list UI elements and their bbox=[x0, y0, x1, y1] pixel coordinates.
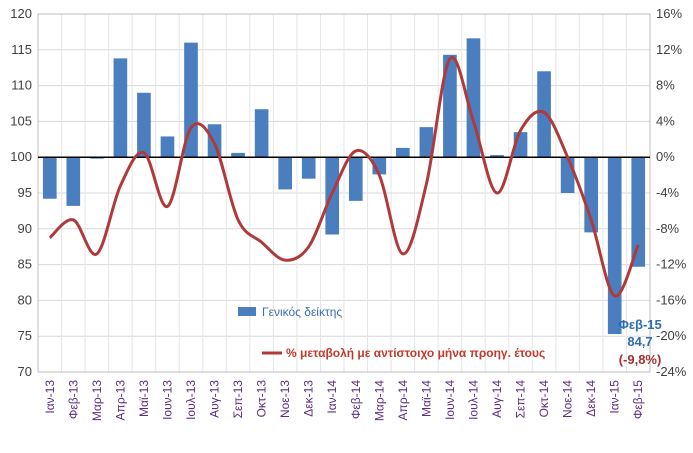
bar bbox=[443, 54, 457, 158]
y-right-tick-label: -24% bbox=[656, 364, 687, 379]
x-tick-label: Μαρ-13 bbox=[90, 380, 104, 421]
bar bbox=[301, 157, 316, 179]
x-tick-label: Ιουν-13 bbox=[160, 380, 174, 420]
bar bbox=[113, 58, 128, 158]
y-left-tick-label: 110 bbox=[11, 78, 32, 93]
x-tick-label: Φεβ-13 bbox=[66, 380, 80, 419]
x-tick-label: Φεβ-14 bbox=[349, 380, 363, 419]
bar bbox=[607, 157, 622, 335]
bar bbox=[42, 157, 57, 199]
bar bbox=[231, 152, 245, 158]
annotation-value: 84,7 bbox=[627, 334, 652, 349]
annotation-month: Φεβ-15 bbox=[618, 317, 662, 332]
bar bbox=[137, 92, 151, 158]
y-left-tick-label: 105 bbox=[10, 113, 32, 128]
bar bbox=[631, 157, 646, 267]
bar bbox=[278, 157, 292, 190]
y-right-tick-label: 4% bbox=[656, 113, 675, 128]
legend: Γενικός δείκτης % μεταβολή με αντίστοιχο… bbox=[238, 305, 545, 360]
bar-series bbox=[42, 38, 646, 335]
x-tick-label: Οκτ-13 bbox=[255, 380, 269, 418]
x-tick-label: Νοε-13 bbox=[278, 380, 292, 418]
y-left-tick-label: 70 bbox=[18, 364, 32, 379]
y-left-tick-label: 90 bbox=[18, 221, 32, 236]
annotation-change: (-9,8%) bbox=[619, 352, 662, 367]
x-tick-label: Δεκ-13 bbox=[302, 380, 316, 417]
x-tick-label: Ιαν-13 bbox=[43, 380, 57, 414]
gridlines bbox=[37, 13, 651, 373]
x-tick-label: Δεκ-14 bbox=[584, 380, 598, 417]
y-left-tick-label: 85 bbox=[18, 257, 32, 272]
bar bbox=[560, 157, 575, 193]
bar bbox=[66, 157, 81, 206]
x-tick-label: Ιουλ-14 bbox=[466, 380, 480, 420]
y-left-tick-label: 95 bbox=[18, 185, 32, 200]
y-right-tick-label: 8% bbox=[656, 78, 675, 93]
x-tick-label: Αυγ-13 bbox=[208, 380, 222, 418]
x-tick-label: Ιαν-15 bbox=[608, 380, 622, 414]
legend-bar-label: Γενικός δείκτης bbox=[262, 305, 342, 319]
y-right-tick-label: 16% bbox=[656, 6, 682, 21]
y-right-tick-label: 12% bbox=[656, 42, 682, 57]
bar bbox=[396, 147, 410, 158]
bar bbox=[348, 157, 363, 201]
x-tick-label: Ιουλ-13 bbox=[184, 380, 198, 420]
x-tick-label: Μαϊ-13 bbox=[137, 380, 151, 417]
legend-bar-swatch bbox=[238, 307, 256, 316]
line-series bbox=[48, 55, 640, 298]
x-tick-label: Νοε-14 bbox=[561, 380, 575, 418]
y-left-tick-label: 100 bbox=[10, 149, 32, 164]
y-left-tick-label: 115 bbox=[11, 42, 32, 57]
y-right-tick-label: 0% bbox=[656, 149, 675, 164]
y-right-tick-label: -4% bbox=[656, 185, 680, 200]
y-axis-left: 70 75 80 85 90 95 100 105 110 115 120 bbox=[10, 6, 32, 379]
y-right-tick-label: -20% bbox=[656, 328, 687, 343]
x-tick-label: Φεβ-15 bbox=[631, 380, 645, 419]
annotation: Φεβ-15 84,7 (-9,8%) bbox=[618, 317, 662, 367]
y-right-tick-label: -8% bbox=[656, 221, 680, 236]
x-axis: Ιαν-13 Φεβ-13 Μαρ-13 Απρ-13 Μαϊ-13 Ιουν-13 Ιου… bbox=[43, 380, 645, 421]
x-tick-label: Οκτ-14 bbox=[537, 380, 551, 418]
bar bbox=[254, 109, 269, 158]
plot-border bbox=[37, 13, 651, 373]
x-tick-label: Μαρ-14 bbox=[372, 380, 386, 421]
y-right-tick-label: -12% bbox=[656, 257, 687, 272]
bar bbox=[184, 42, 198, 158]
x-tick-label: Ιαν-14 bbox=[325, 380, 339, 414]
y-right-tick-label: -16% bbox=[656, 292, 687, 307]
y-left-tick-label: 75 bbox=[18, 328, 32, 343]
y-axis-right: -24% -20% -16% -12% -8% -4% 0% 4% 8% 12% 16% bbox=[656, 6, 687, 379]
x-tick-label: Σεπ-13 bbox=[231, 380, 245, 419]
x-tick-label: Μαϊ-14 bbox=[419, 380, 433, 417]
legend-line-label: % μεταβολή με αντίστοιχο μήνα προηγ. έτο… bbox=[286, 346, 545, 360]
x-tick-label: Ιουν-14 bbox=[443, 380, 457, 420]
x-tick-label: Απρ-13 bbox=[113, 380, 127, 421]
bar bbox=[160, 136, 175, 158]
bar bbox=[490, 155, 504, 158]
x-tick-label: Απρ-14 bbox=[396, 380, 410, 421]
y-left-tick-label: 80 bbox=[18, 292, 32, 307]
x-tick-label: Σεπ-14 bbox=[514, 380, 528, 419]
x-tick-label: Αυγ-14 bbox=[490, 380, 504, 418]
bar bbox=[419, 127, 434, 158]
y-left-tick-label: 120 bbox=[10, 6, 32, 21]
